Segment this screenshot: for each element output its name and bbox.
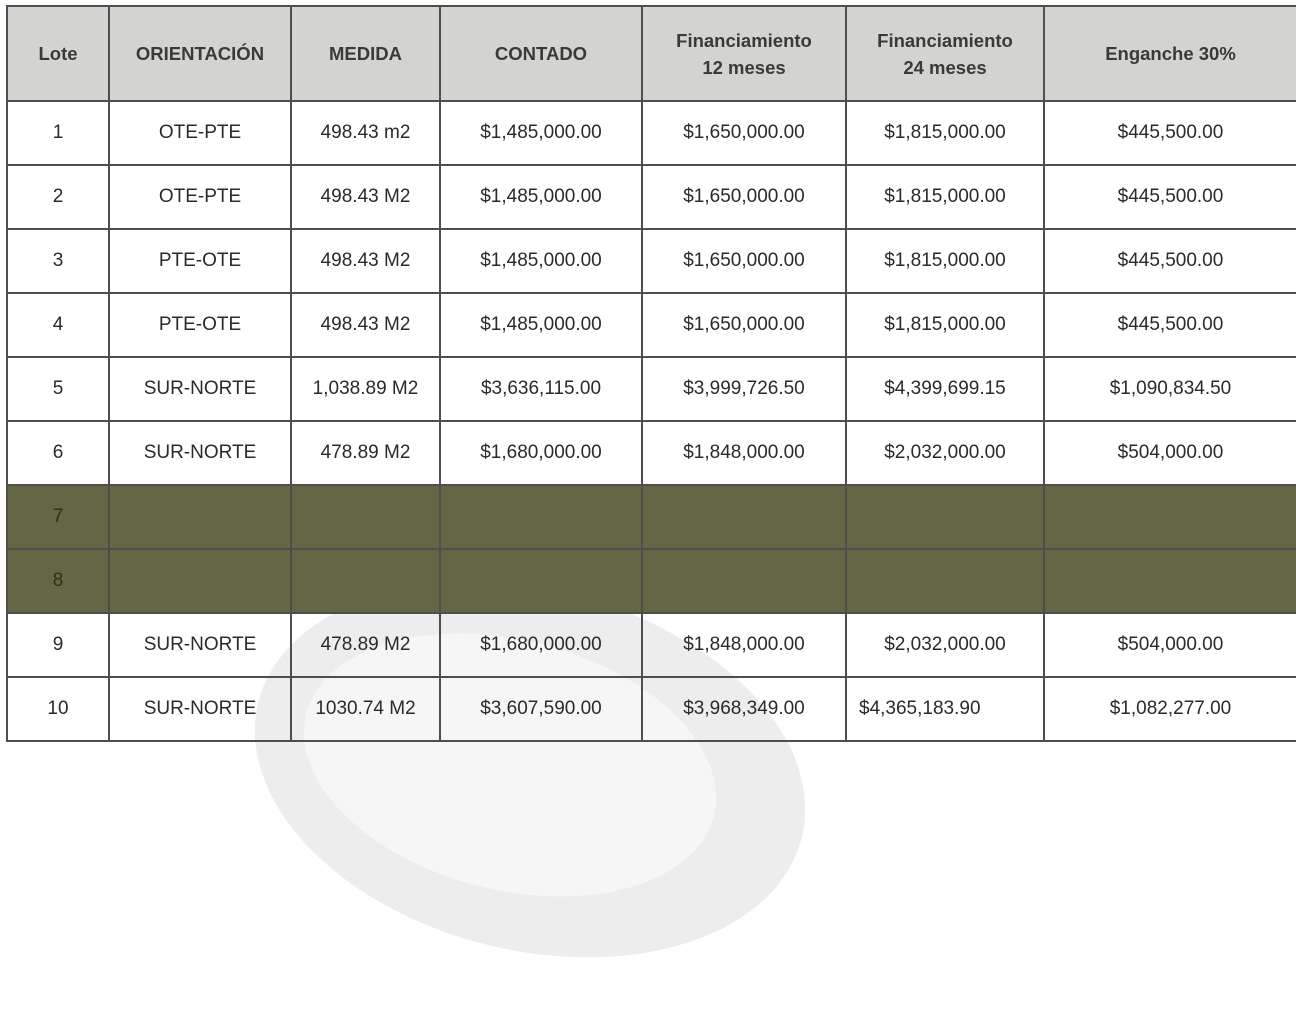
cell-fin12: $3,968,349.00 [641,676,847,742]
cell-fin12: $1,650,000.00 [641,228,847,294]
cell-fin12: $1,848,000.00 [641,612,847,678]
cell-lote: 2 [6,164,110,230]
cell-fin24: $1,815,000.00 [845,292,1045,358]
cell-fin12: $1,650,000.00 [641,292,847,358]
cell-orientacion: SUR-NORTE [108,356,292,422]
cell-fin24: $1,815,000.00 [845,164,1045,230]
cell-fin24: $2,032,000.00 [845,612,1045,678]
cell-fin24 [845,484,1045,550]
lot-pricing-table: Lote ORIENTACIÓN MEDIDA CONTADO Financia… [6,5,1296,742]
cell-medida: 498.43 M2 [290,228,441,294]
cell-contado [439,484,643,550]
cell-lote: 9 [6,612,110,678]
header-fin12-line2: 12 meses [702,56,786,78]
cell-lote: 5 [6,356,110,422]
cell-fin12: $3,999,726.50 [641,356,847,422]
cell-contado: $1,485,000.00 [439,164,643,230]
cell-fin12 [641,548,847,614]
header-fin24-line1: Financiamiento [877,29,1013,51]
cell-orientacion: SUR-NORTE [108,676,292,742]
cell-lote: 10 [6,676,110,742]
cell-enganche [1043,484,1296,550]
header-lote: Lote [6,5,110,102]
cell-orientacion: SUR-NORTE [108,420,292,486]
cell-enganche: $445,500.00 [1043,164,1296,230]
cell-fin24: $2,032,000.00 [845,420,1045,486]
cell-medida: 498.43 M2 [290,164,441,230]
cell-fin24: $4,365,183.90 [845,676,1045,742]
header-financiamiento-12: Financiamiento 12 meses [641,5,847,102]
table-header-row: Lote ORIENTACIÓN MEDIDA CONTADO Financia… [6,5,1296,102]
cell-medida: 478.89 M2 [290,420,441,486]
table-row: 10 SUR-NORTE 1030.74 M2 $3,607,590.00 $3,968… [6,676,1296,742]
header-contado: CONTADO [439,5,643,102]
cell-fin24: $1,815,000.00 [845,228,1045,294]
cell-medida: 1030.74 M2 [290,676,441,742]
cell-contado: $1,680,000.00 [439,612,643,678]
cell-fin12 [641,484,847,550]
cell-orientacion [108,484,292,550]
cell-fin24 [845,548,1045,614]
cell-orientacion: PTE-OTE [108,228,292,294]
header-enganche: Enganche 30% [1043,5,1296,102]
table-row: 1 OTE-PTE 498.43 m2 $1,485,000.00 $1,650,000… [6,100,1296,166]
cell-fin12: $1,650,000.00 [641,100,847,166]
header-financiamiento-24: Financiamiento 24 meses [845,5,1045,102]
cell-enganche: $445,500.00 [1043,228,1296,294]
table-row-unavailable: 8 [6,548,1296,614]
cell-orientacion: OTE-PTE [108,100,292,166]
table-row: 6 SUR-NORTE 478.89 M2 $1,680,000.00 $1,848,0… [6,420,1296,486]
cell-lote: 8 [6,548,110,614]
cell-lote: 1 [6,100,110,166]
table-row: 5 SUR-NORTE 1,038.89 M2 $3,636,115.00 $3,999… [6,356,1296,422]
cell-enganche: $504,000.00 [1043,612,1296,678]
table-row: 4 PTE-OTE 498.43 M2 $1,485,000.00 $1,650,000… [6,292,1296,358]
cell-fin12: $1,848,000.00 [641,420,847,486]
cell-lote: 6 [6,420,110,486]
cell-contado: $3,607,590.00 [439,676,643,742]
cell-enganche: $1,082,277.00 [1043,676,1296,742]
table-row: 3 PTE-OTE 498.43 M2 $1,485,000.00 $1,650,000… [6,228,1296,294]
cell-contado [439,548,643,614]
cell-orientacion: SUR-NORTE [108,612,292,678]
cell-enganche: $445,500.00 [1043,292,1296,358]
cell-medida: 498.43 M2 [290,292,441,358]
cell-lote: 3 [6,228,110,294]
cell-medida [290,484,441,550]
table-row: 9 SUR-NORTE 478.89 M2 $1,680,000.00 $1,848,0… [6,612,1296,678]
header-fin12-line1: Financiamiento [676,29,812,51]
cell-enganche: $445,500.00 [1043,100,1296,166]
cell-lote: 4 [6,292,110,358]
cell-contado: $1,485,000.00 [439,100,643,166]
cell-fin24: $1,815,000.00 [845,100,1045,166]
cell-medida: 1,038.89 M2 [290,356,441,422]
cell-medida [290,548,441,614]
cell-orientacion: OTE-PTE [108,164,292,230]
header-orientacion: ORIENTACIÓN [108,5,292,102]
cell-enganche: $1,090,834.50 [1043,356,1296,422]
cell-contado: $1,485,000.00 [439,228,643,294]
table-row: 2 OTE-PTE 498.43 M2 $1,485,000.00 $1,650,000… [6,164,1296,230]
cell-fin24: $4,399,699.15 [845,356,1045,422]
cell-orientacion: PTE-OTE [108,292,292,358]
cell-lote: 7 [6,484,110,550]
cell-contado: $1,485,000.00 [439,292,643,358]
table-row-unavailable: 7 [6,484,1296,550]
cell-contado: $1,680,000.00 [439,420,643,486]
cell-medida: 478.89 M2 [290,612,441,678]
cell-orientacion [108,548,292,614]
cell-enganche [1043,548,1296,614]
header-medida: MEDIDA [290,5,441,102]
cell-fin12: $1,650,000.00 [641,164,847,230]
cell-enganche: $504,000.00 [1043,420,1296,486]
header-fin24-line2: 24 meses [903,56,987,78]
cell-medida: 498.43 m2 [290,100,441,166]
cell-contado: $3,636,115.00 [439,356,643,422]
